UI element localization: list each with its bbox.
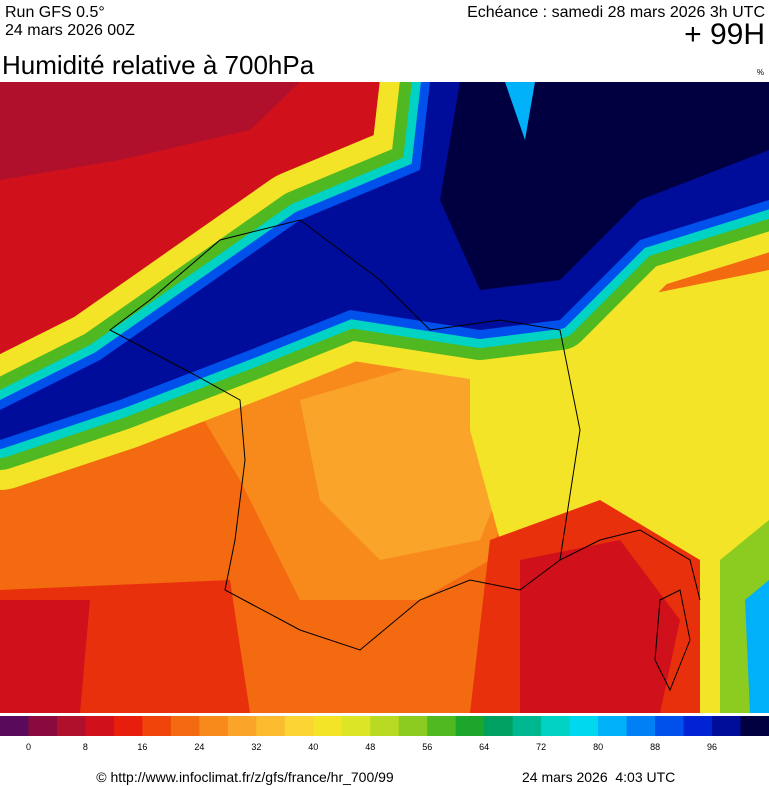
generated-time: 24 mars 2026 4:03 UTC — [522, 769, 675, 785]
colorbar-swatch — [199, 716, 229, 736]
colorbar: 0 8 16 24 32 40 48 56 64 72 80 88 96 — [0, 716, 769, 752]
colorbar-swatch — [227, 716, 257, 736]
colorbar-swatch — [85, 716, 115, 736]
map-title: Humidité relative à 700hPa — [2, 50, 315, 80]
colorbar-swatch — [113, 716, 143, 736]
lead-time: + 99H — [684, 18, 765, 51]
colorbar-label: 56 — [422, 742, 432, 752]
map — [0, 82, 769, 713]
source-url: © http://www.infoclimat.fr/z/gfs/france/… — [96, 769, 394, 785]
run-date: 24 mars 2026 00Z — [5, 22, 135, 39]
colorbar-label: 72 — [536, 742, 546, 752]
colorbar-swatch — [313, 716, 343, 736]
colorbar-label: 88 — [650, 742, 660, 752]
colorbar-swatch — [370, 716, 400, 736]
colorbar-swatch — [0, 716, 29, 736]
colorbar-swatch — [341, 716, 371, 736]
colorbar-label: 32 — [251, 742, 261, 752]
colorbar-label: 24 — [194, 742, 204, 752]
colorbar-label: 16 — [137, 742, 147, 752]
colorbar-label: 64 — [479, 742, 489, 752]
run-label: Run GFS 0.5° — [5, 4, 105, 21]
colorbar-label: 96 — [707, 742, 717, 752]
field-red-se2 — [520, 540, 680, 713]
colorbar-swatch — [541, 716, 571, 736]
forecast-time: Echéance : samedi 28 mars 2026 3h UTC — [467, 4, 765, 21]
field-darkred-n — [0, 82, 300, 180]
colorbar-swatch — [683, 716, 713, 736]
colorbar-label: 80 — [593, 742, 603, 752]
colorbar-swatch — [598, 716, 628, 736]
field-humid-band — [0, 82, 769, 490]
colorbar-label: 40 — [308, 742, 318, 752]
colorbar-swatch — [626, 716, 656, 736]
field-light-orange — [300, 350, 520, 560]
colorbar-swatch — [256, 716, 286, 736]
field-red-sw2 — [0, 600, 90, 713]
colorbar-swatch — [56, 716, 86, 736]
colorbar-swatch — [398, 716, 428, 736]
unit: % — [757, 68, 764, 77]
colorbar-swatch — [284, 716, 314, 736]
colorbar-swatch — [712, 716, 742, 736]
colorbar-label: 48 — [365, 742, 375, 752]
colorbar-swatch — [427, 716, 457, 736]
colorbar-swatch — [569, 716, 599, 736]
colorbar-swatch — [142, 716, 172, 736]
colorbar-swatch — [455, 716, 485, 736]
colorbar-swatch — [512, 716, 542, 736]
corsica — [654, 589, 691, 692]
colorbar-swatch — [28, 716, 58, 736]
colorbar-swatch — [484, 716, 514, 736]
colorbar-swatch — [740, 716, 769, 736]
coastline — [109, 219, 701, 651]
colorbar-label: 0 — [26, 742, 31, 752]
colorbar-label: 8 — [83, 742, 88, 752]
field-blue-se — [745, 580, 769, 713]
colorbar-swatch — [655, 716, 685, 736]
colorbar-swatch — [170, 716, 200, 736]
